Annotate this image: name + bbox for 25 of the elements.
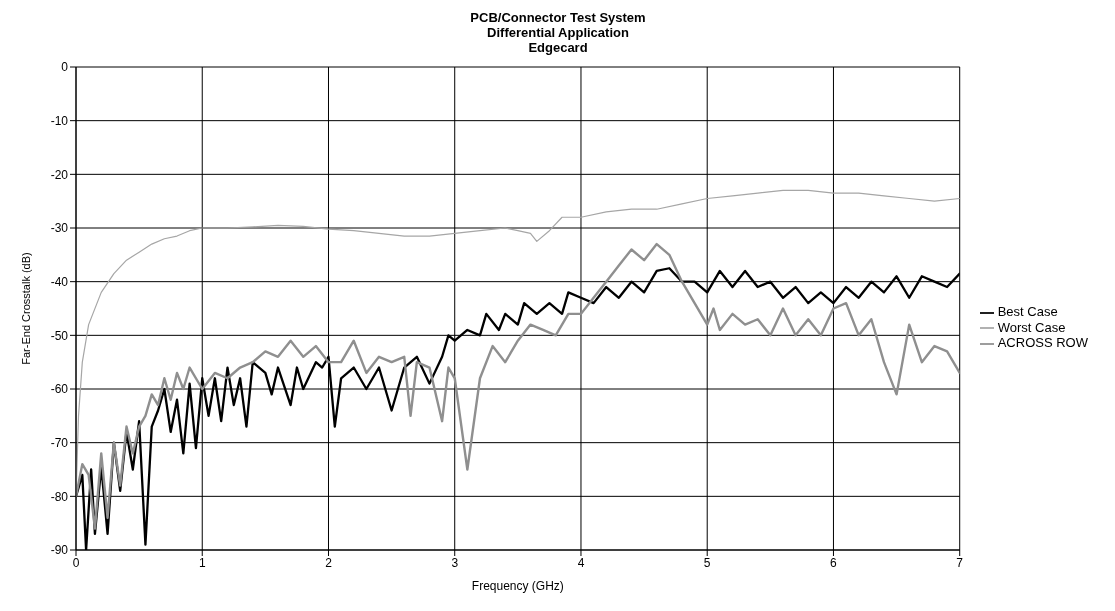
legend-label: Worst Case [997,319,1066,335]
legend-label: ACROSS ROW [997,335,1088,351]
x-tick-label: 5 [703,555,711,570]
x-axis-title: Frequency (GHz) [471,579,564,593]
y-tick-label: -70 [50,435,69,450]
x-tick-label: 4 [577,555,585,570]
x-tick-label: 2 [325,555,333,570]
x-tick-label: 3 [451,555,459,570]
chart-title: PCB/Connector Test System [469,10,647,25]
x-tick-label: 7 [956,555,964,570]
chart-subtitle: Differential Application Edgecard [486,25,630,55]
y-tick-label: -60 [50,382,69,397]
y-tick-label: -10 [50,113,69,128]
y-tick-label: -80 [50,489,69,504]
y-tick-label: -20 [50,167,69,182]
x-tick-label: 0 [72,555,80,570]
x-tick-label: 1 [198,555,206,570]
y-tick-label: 0 [61,60,69,75]
legend-label: Best Case [997,304,1058,320]
y-tick-label: -50 [50,328,69,343]
y-tick-label: -40 [50,274,69,289]
y-tick-label: -90 [50,543,69,558]
y-axis-title: Far-End Crosstalk (dB) [19,252,32,365]
y-tick-label: -30 [50,221,69,236]
x-tick-label: 6 [830,555,838,570]
